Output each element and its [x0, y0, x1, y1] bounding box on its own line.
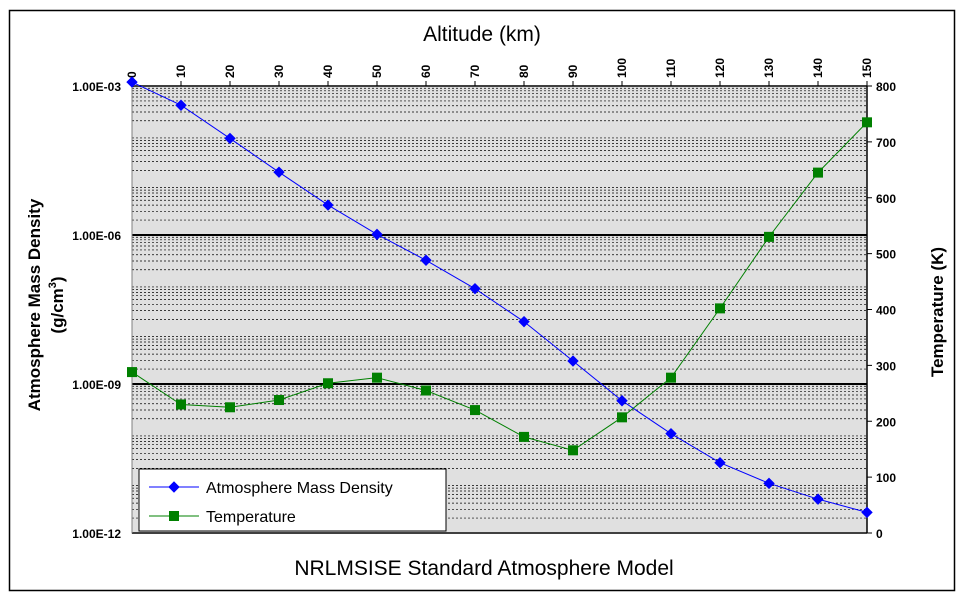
temperature-point: [519, 431, 529, 442]
density-point: [273, 166, 285, 178]
temperature-point: [666, 372, 676, 383]
x-tick-label: 30: [272, 64, 286, 78]
density-point: [665, 427, 677, 440]
density-point: [126, 76, 138, 88]
temperature-point: [372, 372, 382, 383]
x-tick-label: 0: [125, 71, 139, 78]
density-point: [714, 457, 726, 469]
x-tick-label: 90: [566, 64, 580, 78]
y-right-tick-label: 0: [876, 527, 883, 541]
legend-box: [138, 468, 447, 532]
x-tick-label: 50: [370, 64, 384, 78]
density-point: [224, 132, 236, 145]
density-point: [616, 395, 628, 407]
x-tick-label: 70: [468, 64, 482, 78]
x-tick-label: 140: [811, 58, 825, 78]
y-right-tick-label: 700: [876, 136, 896, 150]
x-tick-label: 40: [321, 64, 335, 78]
temperature-point: [617, 412, 627, 423]
density-point: [861, 506, 873, 519]
y-right-tick-label: 600: [876, 192, 896, 206]
temperature-point: [715, 303, 725, 314]
y-left-axis-title-line1: Atmosphere Mass Density: [25, 198, 44, 411]
y-right-tick-label: 800: [876, 80, 896, 94]
x-tick-label: 20: [223, 64, 237, 78]
density-point: [322, 199, 334, 211]
y-right-tick-label: 500: [876, 248, 896, 262]
temperature-point: [323, 378, 333, 389]
x-tick-label: 10: [174, 64, 188, 78]
temperature-point: [274, 395, 284, 406]
y-right-tick-label: 300: [876, 359, 896, 373]
density-point: [812, 493, 824, 505]
density-point: [469, 282, 481, 295]
y-right-axis-title: Temperature (K): [928, 247, 947, 377]
temperature-point: [813, 167, 823, 178]
x-tick-label: 60: [419, 64, 433, 78]
temperature-point: [421, 385, 431, 396]
x-axis-title: Altitude (km): [423, 23, 541, 46]
temperature-point: [862, 117, 872, 128]
legend-temperature-label: Temperature: [206, 509, 296, 526]
temperature-point: [225, 402, 235, 413]
temperature-line: [131, 121, 868, 451]
x-tick-label: 110: [664, 58, 678, 78]
y-right-tick-label: 100: [876, 471, 896, 485]
density-line: [131, 81, 868, 513]
x-tick-label: 130: [762, 58, 776, 78]
x-tick-label: 100: [615, 58, 629, 78]
x-tick-label: 120: [713, 58, 727, 78]
y-right-tick-label: 400: [876, 304, 896, 318]
x-tick-label: 80: [517, 64, 531, 78]
density-point: [518, 315, 530, 328]
temperature-point: [176, 399, 186, 410]
legend-density-label: Atmosphere Mass Density: [206, 480, 393, 497]
y-left-tick-label: 1.00E-09: [72, 378, 121, 392]
legend-temperature-swatch-marker: [169, 511, 179, 521]
temperature-point: [568, 445, 578, 456]
y-left-axis-unit-end: ): [48, 276, 67, 282]
y-left-tick-label: 1.00E-06: [72, 229, 121, 243]
density-point: [371, 228, 383, 241]
density-point: [175, 99, 187, 111]
plot-area: [132, 86, 867, 533]
y-left-axis-unit-base: (g/cm: [48, 288, 67, 333]
density-point: [567, 355, 579, 367]
y-left-tick-label: 1.00E-12: [72, 527, 121, 541]
density-point: [763, 477, 775, 490]
legend-density-swatch-marker: [168, 481, 180, 493]
x-tick-label: 150: [860, 58, 874, 78]
y-left-axis-unit-sup: 3: [47, 282, 59, 288]
temperature-point: [470, 405, 480, 416]
chart-title: NRLMSISE Standard Atmosphere Model: [294, 557, 673, 580]
temperature-point: [764, 231, 774, 242]
y-left-tick-label: 1.00E-03: [72, 80, 121, 94]
y-left-axis-title-line2: (g/cm3): [47, 276, 67, 333]
density-point: [420, 254, 432, 266]
temperature-point: [127, 367, 137, 378]
y-right-tick-label: 200: [876, 415, 896, 429]
